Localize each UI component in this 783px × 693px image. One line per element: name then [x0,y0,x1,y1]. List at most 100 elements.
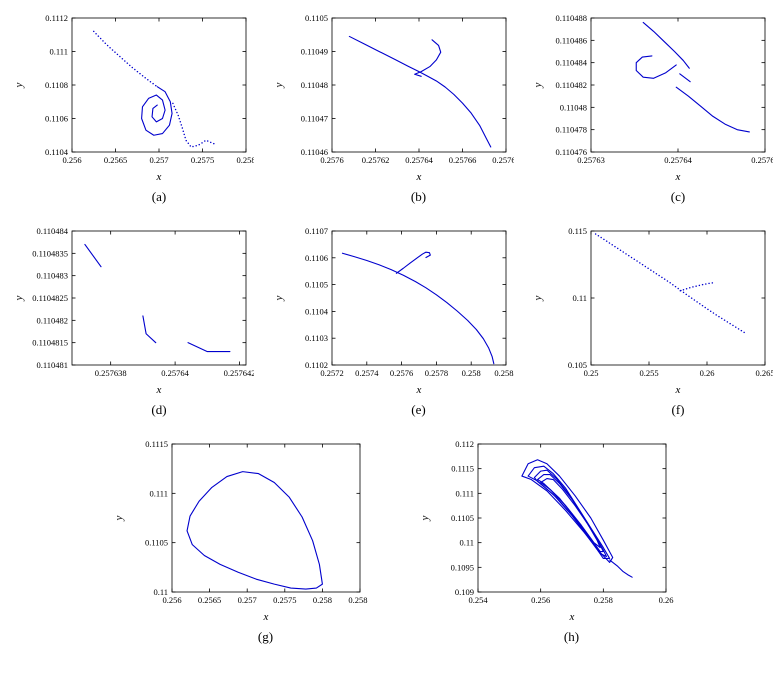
svg-text:y: y [13,295,25,301]
svg-text:0.1104815: 0.1104815 [32,338,68,348]
subplot-caption-a: (a) [151,189,167,204]
subplot-g: 0.256 0.2565 0.257 0.2575 0.258 0.2585 0.11 0.1… [109,434,368,645]
svg-text:0.258: 0.258 [236,155,254,165]
svg-text:0.112: 0.112 [455,439,474,449]
svg-text:0.110483: 0.110483 [36,271,68,281]
svg-text:0.11049: 0.11049 [300,47,327,57]
svg-text:0.25765: 0.25765 [751,155,773,165]
svg-text:0.25762: 0.25762 [361,155,389,165]
svg-text:0.2565: 0.2565 [197,595,220,605]
svg-text:0.26: 0.26 [700,368,715,378]
svg-text:0.1104: 0.1104 [304,306,328,316]
svg-text:0.1108: 0.1108 [45,80,68,90]
svg-text:0.111: 0.111 [455,488,474,498]
svg-text:0.2576: 0.2576 [320,155,343,165]
svg-text:0.111: 0.111 [50,47,69,57]
svg-text:0.25764: 0.25764 [664,155,692,165]
plot-canvas-g: 0.256 0.2565 0.257 0.2575 0.258 0.2585 0.11 0.1… [109,434,368,624]
svg-text:0.257642: 0.257642 [224,368,254,378]
subplot-f: 0.25 0.255 0.26 0.265 0.105 0.11 0.115 x y (f) [529,221,773,418]
svg-text:0.11046: 0.11046 [300,147,327,157]
svg-text:0.11: 0.11 [572,293,587,303]
svg-text:0.1105: 0.1105 [304,13,327,23]
svg-text:0.1103: 0.1103 [304,333,327,343]
subplot-caption-b: (b) [410,189,427,204]
svg-text:x: x [675,384,681,396]
svg-text:0.1106: 0.1106 [45,114,68,124]
svg-text:y: y [113,515,125,521]
subplot-h: 0.254 0.256 0.258 0.26 0.109 0.1095 0.11 0.1105… [415,434,674,645]
subplot-c: 0.25763 0.25764 0.25765 0.110476 0.110478 0.1… [529,8,773,205]
svg-text:0.2585: 0.2585 [348,595,368,605]
plot-canvas-f: 0.25 0.255 0.26 0.265 0.105 0.11 0.115 x y [529,221,773,397]
svg-text:0.2582: 0.2582 [494,368,514,378]
plot-canvas-h: 0.254 0.256 0.258 0.26 0.109 0.1095 0.11 0.1105… [415,434,674,624]
svg-text:0.111: 0.111 [149,488,168,498]
svg-text:0.1105: 0.1105 [450,513,473,523]
svg-text:0.11: 0.11 [153,587,168,597]
plot-canvas-e: 0.2572 0.2574 0.2576 0.2578 0.258 0.2582 0.110… [269,221,514,397]
svg-text:0.254: 0.254 [468,595,488,605]
svg-text:0.2575: 0.2575 [273,595,296,605]
svg-text:0.1104825: 0.1104825 [32,293,68,303]
plot-canvas-d: 0.257638 0.25764 0.257642 0.110481 0.1104815… [10,221,254,397]
subplot-a: 0.256 0.2565 0.257 0.2575 0.258 0.1104 0.1106 0… [10,8,254,205]
svg-text:0.25764: 0.25764 [405,155,433,165]
svg-text:0.2578: 0.2578 [424,368,447,378]
svg-text:y: y [273,295,285,301]
svg-text:x: x [415,384,421,396]
svg-text:0.1106: 0.1106 [304,253,327,263]
svg-text:0.258: 0.258 [312,595,331,605]
svg-text:0.1104: 0.1104 [45,147,69,157]
svg-text:0.110482: 0.110482 [36,315,68,325]
svg-text:0.255: 0.255 [639,368,658,378]
svg-text:0.11: 0.11 [459,538,474,548]
svg-text:0.257638: 0.257638 [95,368,127,378]
svg-text:x: x [156,171,162,183]
svg-text:0.110481: 0.110481 [36,360,68,370]
svg-text:0.110482: 0.110482 [555,80,587,90]
svg-text:0.2575: 0.2575 [191,155,214,165]
svg-text:x: x [262,611,268,623]
svg-text:0.1115: 0.1115 [451,464,474,474]
svg-text:0.110476: 0.110476 [555,147,587,157]
figure-row-1: 0.256 0.2565 0.257 0.2575 0.258 0.1104 0.1106 0… [10,8,773,205]
svg-text:0.26: 0.26 [658,595,673,605]
svg-text:x: x [675,171,681,183]
figure-row-2: 0.257638 0.25764 0.257642 0.110481 0.1104815… [10,221,773,418]
subplot-caption-h: (h) [563,629,580,644]
svg-text:0.25766: 0.25766 [448,155,476,165]
svg-text:x: x [156,384,162,396]
svg-text:0.258: 0.258 [593,595,612,605]
svg-text:y: y [273,82,285,88]
subplot-caption-g: (g) [257,629,274,644]
subplot-caption-d: (d) [151,402,167,417]
svg-text:0.11048: 0.11048 [300,80,327,90]
subplot-e: 0.2572 0.2574 0.2576 0.2578 0.258 0.2582 0.110… [269,221,514,418]
svg-text:0.2574: 0.2574 [355,368,379,378]
svg-text:0.257: 0.257 [237,595,256,605]
svg-text:0.1095: 0.1095 [450,562,473,572]
svg-text:0.25763: 0.25763 [577,155,605,165]
svg-text:0.256: 0.256 [62,155,81,165]
svg-text:0.110486: 0.110486 [555,35,587,45]
svg-text:0.110478: 0.110478 [555,125,587,135]
svg-text:0.256: 0.256 [531,595,550,605]
plot-canvas-a: 0.256 0.2565 0.257 0.2575 0.258 0.1104 0.1106 0… [10,8,254,184]
subplot-caption-e: (e) [411,402,426,417]
svg-text:0.115: 0.115 [568,226,587,236]
svg-text:0.25764: 0.25764 [161,368,189,378]
plot-canvas-c: 0.25763 0.25764 0.25765 0.110476 0.110478 0.1… [529,8,773,184]
svg-text:0.1105: 0.1105 [144,538,167,548]
subplot-d: 0.257638 0.25764 0.257642 0.110481 0.1104815… [10,221,254,418]
svg-text:y: y [532,82,544,88]
svg-text:0.256: 0.256 [162,595,181,605]
svg-text:0.1105: 0.1105 [304,280,327,290]
svg-text:y: y [13,82,25,88]
svg-text:0.1115: 0.1115 [145,439,168,449]
svg-text:0.1107: 0.1107 [304,226,327,236]
svg-text:0.110488: 0.110488 [555,13,587,23]
svg-text:0.25768: 0.25768 [492,155,514,165]
svg-text:0.1102: 0.1102 [304,360,327,370]
svg-text:0.110484: 0.110484 [36,226,68,236]
